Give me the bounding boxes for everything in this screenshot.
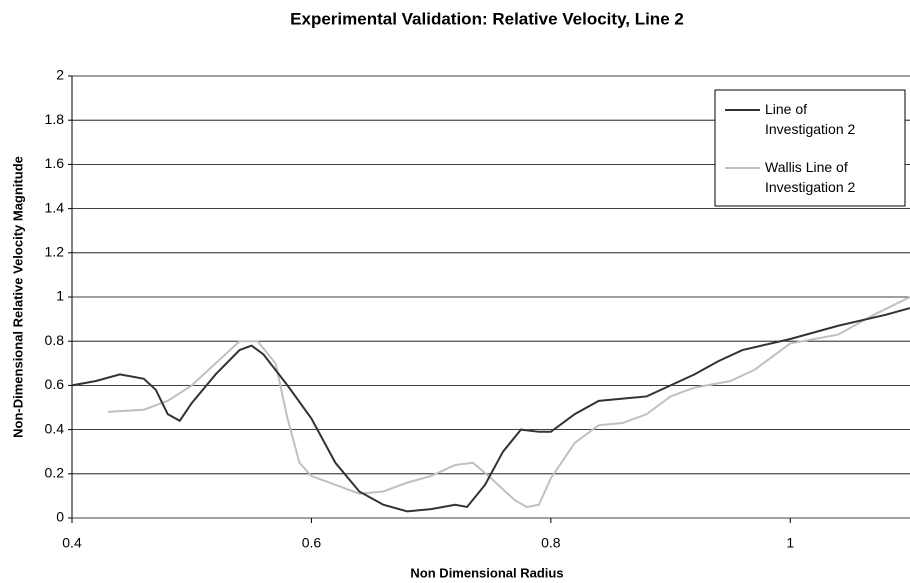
y-tick-label: 0 <box>56 509 64 525</box>
x-tick-label: 1 <box>786 535 794 551</box>
y-tick-label: 0.8 <box>45 332 65 348</box>
y-tick-label: 1.8 <box>45 111 65 127</box>
legend-label-line: Line of <box>765 101 807 117</box>
y-axis-label: Non-Dimensional Relative Velocity Magnit… <box>10 156 25 438</box>
y-tick-label: 1.2 <box>45 244 65 260</box>
legend: Line of Investigation 2 Wallis Line of Inve… <box>714 89 906 207</box>
y-tick-label: 1 <box>56 288 64 304</box>
y-tick-label: 0.6 <box>45 376 65 392</box>
legend-label: Line of Investigation 2 <box>765 101 855 137</box>
x-tick-label: 0.6 <box>302 535 322 551</box>
y-tick-label: 1.6 <box>45 155 65 171</box>
legend-label-line: Wallis Line of <box>765 159 848 175</box>
legend-label-line: Investigation 2 <box>765 179 855 195</box>
x-axis-label: Non Dimensional Radius <box>410 565 563 580</box>
x-tick-label: 0.8 <box>541 535 561 551</box>
series-line <box>107 296 910 508</box>
y-tick-label: 2 <box>56 67 64 83</box>
y-tick-label: 0.4 <box>45 420 65 436</box>
legend-label-line: Investigation 2 <box>765 121 855 137</box>
y-tick-label: 1.4 <box>45 199 65 215</box>
x-tick-label: 0.4 <box>62 535 82 551</box>
chart-title: Experimental Validation: Relative Veloci… <box>290 9 684 28</box>
y-tick-label: 0.2 <box>45 465 65 481</box>
series-line <box>71 307 910 513</box>
legend-label: Wallis Line of Investigation 2 <box>765 159 855 195</box>
